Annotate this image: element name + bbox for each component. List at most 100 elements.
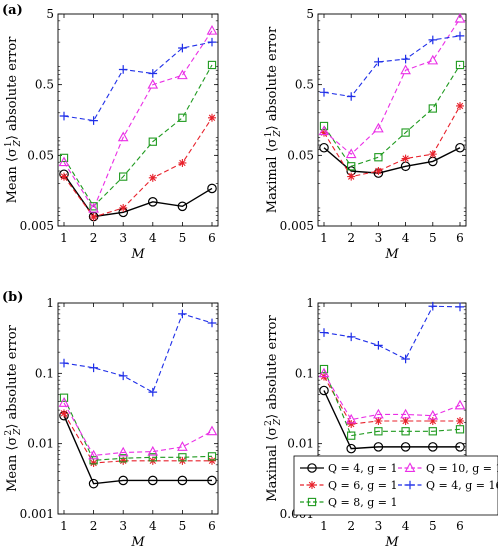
y-tick-label: 0.05 — [287, 148, 314, 162]
series-line — [63, 173, 213, 218]
data-point-marker — [60, 409, 68, 418]
data-point-marker — [345, 148, 357, 159]
data-point-marker — [401, 54, 410, 64]
series-line — [323, 373, 461, 421]
data-point-marker — [177, 69, 188, 80]
data-point-marker — [59, 393, 69, 402]
x-axis-label: M — [130, 535, 145, 547]
data-point-marker — [147, 445, 159, 456]
x-tick-label: 3 — [375, 519, 383, 533]
data-point-marker — [119, 203, 128, 212]
data-point-marker — [89, 213, 98, 222]
series-q-4-g-1 — [59, 169, 217, 222]
x-tick-label: 6 — [456, 231, 464, 245]
data-point-marker — [207, 475, 217, 486]
data-point-marker — [347, 420, 356, 429]
data-point-marker — [345, 413, 357, 424]
legend-label: Q = 6, g = 1 — [328, 479, 397, 492]
data-point-marker — [346, 443, 356, 454]
x-tick-label: 1 — [60, 231, 68, 245]
series-line — [63, 64, 213, 208]
data-point-marker — [178, 309, 187, 319]
x-tick-label: 2 — [347, 231, 355, 245]
legend-marker — [308, 481, 316, 489]
data-point-marker — [89, 116, 98, 125]
data-point-marker — [319, 364, 329, 374]
data-point-marker — [118, 371, 128, 381]
legend-entry-q-10-g-1: Q = 10, g = 1 — [398, 462, 498, 475]
series-line — [323, 376, 460, 425]
series-line — [323, 305, 461, 360]
x-tick-label: 5 — [179, 519, 187, 533]
legend-label: Q = 4, g = 1 — [328, 462, 397, 475]
series-line — [63, 41, 213, 122]
data-point-marker — [373, 122, 384, 133]
series-q-8-g-1 — [59, 60, 217, 211]
data-point-marker — [177, 441, 188, 451]
series-q-8-g-1 — [319, 364, 465, 440]
series-q-6-g-1 — [320, 372, 464, 429]
x-tick-label: 5 — [429, 519, 437, 533]
data-point-marker — [318, 367, 330, 378]
series-q-4-g-1 — [319, 142, 465, 178]
data-point-marker — [319, 87, 329, 97]
data-point-marker — [178, 453, 187, 462]
data-point-marker — [401, 417, 410, 426]
data-point-marker — [401, 354, 410, 364]
y-axis-label: Mean ⟨σ1Z⟩ absolute error — [4, 36, 23, 204]
series-line — [323, 105, 461, 178]
data-point-marker — [206, 425, 218, 436]
data-point-marker — [428, 301, 438, 311]
legend-marker — [405, 480, 415, 490]
legend-entry-q-4-g-16: Q = 4, g = 16 — [398, 479, 498, 492]
x-tick-label: 2 — [347, 519, 355, 533]
plot-frame — [57, 302, 219, 515]
legend-marker — [307, 497, 317, 507]
data-point-marker — [400, 442, 411, 452]
x-tick-label: 4 — [149, 231, 157, 245]
x-tick-label: 2 — [90, 519, 98, 533]
y-tick-label: 0.5 — [35, 78, 54, 92]
data-point-marker — [346, 332, 356, 342]
data-point-marker — [374, 417, 383, 426]
series-line — [323, 35, 461, 98]
data-point-marker — [374, 167, 383, 176]
data-point-marker — [207, 183, 217, 194]
data-point-marker — [456, 101, 464, 110]
legend-label: Q = 4, g = 16 — [426, 479, 498, 492]
data-point-marker — [318, 125, 330, 136]
y-axis-label: Maximal ⟨σ1Z⟩ absolute error — [264, 26, 283, 213]
y-tick-label: 0.01 — [287, 437, 314, 451]
y-tick-label: 5 — [46, 7, 54, 21]
data-point-marker — [374, 341, 383, 350]
data-point-marker — [320, 128, 328, 137]
data-point-marker — [58, 397, 70, 407]
data-point-marker — [400, 408, 411, 419]
series-line — [63, 30, 213, 210]
data-point-marker — [401, 154, 410, 163]
data-point-marker — [148, 453, 157, 462]
series-line — [63, 117, 213, 218]
data-point-marker — [148, 387, 158, 397]
x-tick-label: 1 — [320, 231, 328, 245]
series-q-10-g-1 — [58, 24, 218, 213]
x-axis-label: M — [384, 247, 399, 262]
series-q-4-g-16 — [319, 31, 465, 101]
data-point-marker — [148, 197, 158, 207]
data-point-marker — [88, 478, 99, 489]
chart-panel-1: 0.005 0.05 0.5 5 1 2 3 4 5 6 M Mean ⟨σ1Z⟩ absolute … — [4, 7, 219, 262]
y-tick-label: 0.5 — [295, 78, 314, 92]
series-line — [323, 64, 461, 167]
data-point-marker — [455, 302, 465, 312]
y-tick-label: 1 — [306, 296, 314, 310]
data-point-marker — [208, 113, 216, 122]
data-point-marker — [59, 111, 69, 121]
legend: Q = 4, g = 1 Q = 10, g = 1 Q = 6, g = 1 Q =… — [293, 455, 498, 516]
data-point-marker — [454, 12, 466, 23]
x-tick-label: 6 — [208, 519, 216, 533]
data-point-marker — [148, 173, 157, 182]
legend-marker — [307, 463, 317, 473]
data-point-marker — [207, 318, 217, 328]
data-point-marker — [455, 31, 465, 41]
